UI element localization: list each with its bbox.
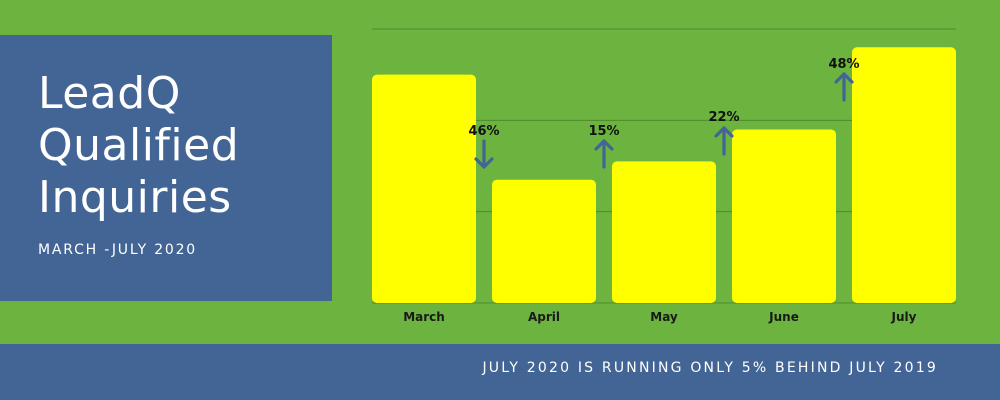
bar-june bbox=[732, 129, 836, 303]
change-label-april: 46% bbox=[468, 124, 499, 139]
footer-text: JULY 2020 IS RUNNING ONLY 5% BEHIND JULY… bbox=[482, 360, 938, 376]
arrow-down-icon bbox=[474, 139, 494, 169]
bar-july bbox=[852, 47, 956, 304]
bar-march bbox=[372, 74, 476, 304]
bar-may bbox=[612, 161, 716, 303]
title-panel: LeadQ Qualified Inquiries MARCH -JULY 20… bbox=[0, 35, 332, 301]
footer-bar: JULY 2020 IS RUNNING ONLY 5% BEHIND JULY… bbox=[0, 344, 1000, 400]
x-tick-label-july: July bbox=[891, 310, 917, 324]
x-tick-label-march: March bbox=[403, 310, 445, 324]
subtitle: MARCH -JULY 2020 bbox=[38, 242, 198, 258]
bar-april bbox=[492, 179, 596, 303]
title-line-1: LeadQ bbox=[38, 68, 181, 119]
arrow-up-icon bbox=[594, 139, 614, 169]
x-tick-label-june: June bbox=[768, 310, 799, 324]
change-label-may: 15% bbox=[588, 124, 619, 139]
arrow-up-icon bbox=[834, 72, 854, 102]
title-line-3: Inquiries bbox=[38, 172, 232, 223]
title-line-2: Qualified bbox=[38, 120, 240, 171]
change-label-july: 48% bbox=[828, 57, 859, 72]
x-tick-label-april: April bbox=[528, 310, 560, 324]
change-label-june: 22% bbox=[708, 110, 739, 125]
x-tick-label-may: May bbox=[650, 310, 678, 324]
arrow-up-icon bbox=[714, 126, 734, 156]
bar-chart: March April May June July 46% 15% 22% 48% bbox=[372, 28, 956, 324]
